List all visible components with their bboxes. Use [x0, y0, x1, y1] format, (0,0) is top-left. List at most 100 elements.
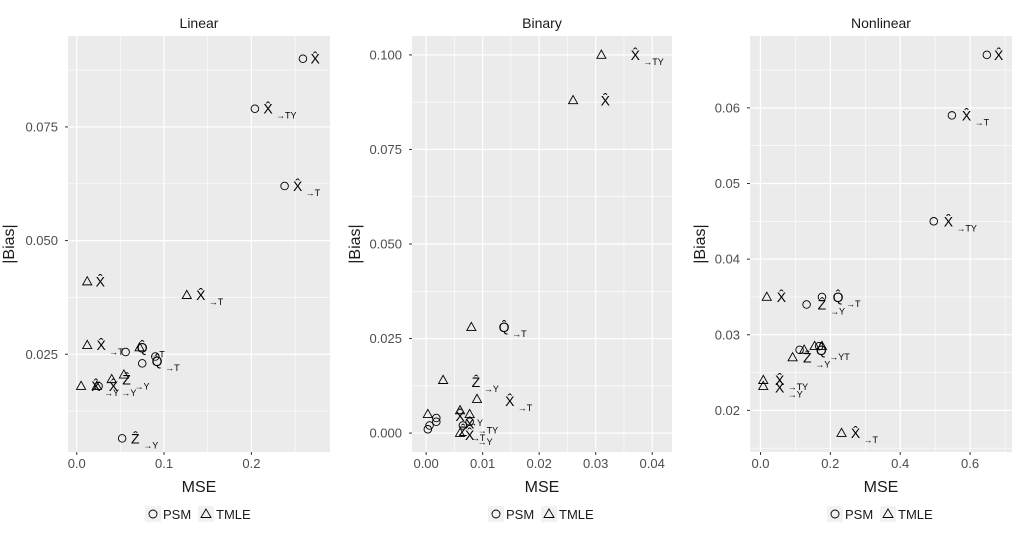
x-axis-title: MSE [182, 479, 217, 496]
point-label: X̂ [944, 213, 954, 229]
panel-binary: 0.00 0.01 0.02 0.03 0.04 0.000 0.025 0.050 0.075… [347, 15, 672, 496]
legend: PSM TMLE [145, 506, 251, 522]
tmle-point [106, 373, 117, 384]
psm-point [817, 292, 827, 302]
tmle-point [454, 404, 466, 415]
psm-point [151, 352, 160, 361]
point-label-subscript: →Y [468, 418, 483, 428]
psm-point [982, 50, 992, 60]
point-label-subscript: →T [306, 188, 321, 198]
y-tick-label: 0.05 [715, 176, 740, 191]
y-tick-label: 0.100 [369, 47, 402, 62]
y-tick-label: 0.03 [715, 327, 740, 342]
psm-point [280, 181, 289, 191]
y-axis-title: |Bias| [1, 224, 18, 263]
tmle-point [134, 341, 145, 352]
y-tick-label: 0.075 [25, 119, 58, 134]
x-tick-label: 0.0 [68, 456, 86, 471]
tmle-point [81, 275, 93, 286]
psm-legend-icon [491, 509, 501, 519]
y-tick-label: 0.000 [369, 426, 402, 441]
x-tick-label: 0.03 [583, 456, 608, 471]
point-label-subscript: →Y [788, 390, 803, 400]
y-tick-label: 0.075 [369, 142, 402, 157]
psm-legend-icon [148, 509, 158, 519]
point-label: X̂ [97, 337, 107, 353]
point-label: X̂ [109, 378, 119, 394]
x-tick-label: 0.04 [640, 456, 665, 471]
point-label: X̂ [962, 107, 972, 123]
legend-label-tmle: TMLE [898, 507, 933, 522]
legend-key-bg [198, 506, 214, 522]
tmle-point [798, 344, 810, 354]
tmle-point [181, 289, 193, 299]
x-tick-label: 0.0 [751, 456, 769, 471]
x-tick-label: 0.1 [155, 456, 173, 471]
point-label-subscript: →T [512, 329, 527, 339]
legend: PSM TMLE [827, 506, 933, 522]
psm-point [250, 104, 260, 113]
y-tick-label: 0.050 [25, 233, 58, 248]
point-label: X̂ [310, 50, 320, 66]
psm-point [425, 421, 434, 430]
point-label-subscript: →Y [143, 440, 158, 450]
tmle-point [816, 340, 828, 350]
legend-label-psm: PSM [506, 507, 534, 522]
point-label-subscript: →TY [276, 111, 297, 121]
psm-point [929, 217, 938, 226]
tmle-point [596, 49, 607, 59]
x-tick-label: 0.00 [413, 456, 438, 471]
panel-title: Binary [522, 15, 562, 31]
tmle-point [471, 393, 483, 403]
point-label-subscript: →T [863, 435, 878, 445]
point-label-subscript: →Y [478, 437, 493, 447]
legend: PSM TMLE [488, 506, 594, 522]
y-tick-label: 0.06 [715, 100, 740, 115]
psm-point [947, 111, 957, 120]
point-label-subscript: →Y [830, 307, 845, 317]
point-label: Q̂ [137, 339, 148, 355]
point-label: X̂ [601, 92, 611, 108]
point-label: X̂ [775, 372, 785, 388]
tmle-point [567, 94, 579, 105]
x-tick-label: 0.02 [527, 456, 552, 471]
point-label: X̂ [96, 273, 106, 289]
point-label: Ẑ [472, 374, 481, 390]
tmle-point [761, 291, 773, 301]
tmle-point [454, 427, 466, 437]
plot-background [750, 36, 1012, 452]
x-tick-label: 0.2 [821, 456, 839, 471]
y-tick-label: 0.04 [715, 252, 740, 267]
point-label: Ẑ [818, 297, 827, 313]
tmle-point [81, 339, 93, 349]
point-label: X̂ [775, 379, 785, 395]
legend-key-bg [827, 506, 843, 522]
point-label-subscript: →TY [788, 382, 809, 392]
tmle-point [836, 427, 847, 437]
tmle-legend-icon [543, 508, 555, 518]
point-label: Ẑ [131, 430, 140, 446]
point-label-subscript: →T [975, 117, 990, 127]
y-tick-label: 0.02 [715, 403, 740, 418]
point-label: X̂ [196, 287, 206, 303]
point-label-subscript: →T [165, 363, 180, 373]
tmle-point [464, 408, 475, 418]
x-tick-label: 0.4 [891, 456, 909, 471]
tmle-point [757, 380, 769, 391]
tmle-point [75, 380, 87, 390]
legend-label-psm: PSM [845, 507, 873, 522]
legend-label-tmle: TMLE [559, 507, 594, 522]
point-label-subscript: →T [471, 433, 486, 443]
psm-point [117, 434, 127, 443]
tmle-point [809, 340, 820, 350]
point-label: X̂ [293, 178, 303, 194]
point-label: Q̂ [833, 289, 844, 305]
point-label: X̂ [994, 47, 1004, 63]
legend-label-tmle: TMLE [216, 507, 251, 522]
legend-label-psm: PSM [163, 507, 191, 522]
x-tick-label: 0.01 [470, 456, 495, 471]
tmle-point [422, 408, 434, 418]
panel-title: Nonlinear [851, 15, 911, 31]
